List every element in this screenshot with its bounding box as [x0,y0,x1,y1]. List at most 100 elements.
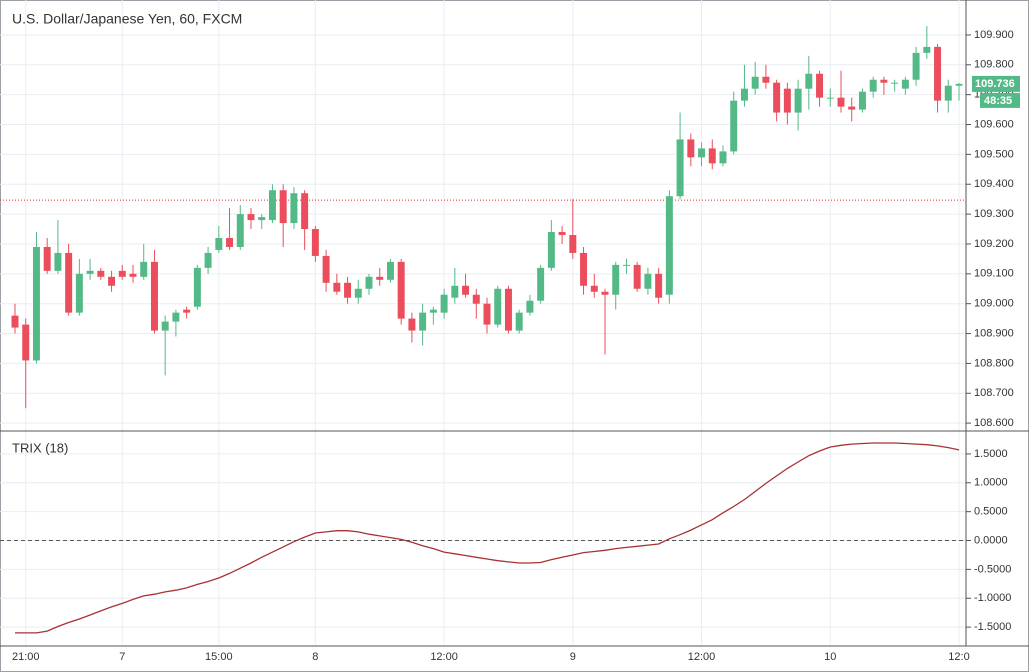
candle-body [515,312,523,331]
candle-body [526,300,534,313]
candle-body [322,255,330,283]
candle-body [848,106,856,110]
y-tick-label: 108.700 [974,387,1014,399]
candle-body [858,91,866,110]
y-tick-label: 109.100 [974,268,1014,280]
candle-body [86,270,94,274]
y-tick-label: 1.5000 [974,448,1008,460]
candle-body [65,252,73,313]
x-tick-label: 12:00 [688,651,716,663]
candle-body [43,246,51,271]
candle-body [440,294,448,313]
candle-body [247,214,255,221]
candle-body [622,264,630,266]
candle-body [11,315,19,328]
candle-body [268,190,276,221]
candle-body [558,232,566,236]
countdown-box [980,92,1020,108]
candle-body [762,76,770,83]
x-tick-label: 12:00 [430,651,458,663]
candle-body [805,73,813,89]
candle-body [204,252,212,268]
last-price-box [972,75,1020,92]
y-tick-label: 109.200 [974,238,1014,250]
candle-body [923,46,931,53]
candle-body [665,196,673,295]
x-tick-label: 12:0 [948,651,969,663]
y-tick-label: 109.600 [974,118,1014,130]
candle-body [912,52,920,80]
candle-body [419,312,427,331]
candle-body [612,264,620,295]
candle-body [22,324,30,361]
y-tick-label: 108.800 [974,357,1014,369]
y-tick-label: -0.5000 [974,563,1011,575]
indicator-title: TRIX (18) [12,440,68,455]
candle-body [161,321,169,331]
candle-body [494,288,502,325]
candle-body [258,217,266,221]
candle-body [150,261,158,331]
y-tick-label: -1.0000 [974,592,1011,604]
y-tick-label: 0.0000 [974,534,1008,546]
candle-body [569,235,577,253]
chart-title: U.S. Dollar/Japanese Yen, 60, FXCM [12,11,242,27]
candle-body [397,261,405,319]
countdown-label: 48:35 [984,95,1012,107]
y-tick-label: 109.300 [974,208,1014,220]
candle-body [226,237,234,247]
candle-body [376,276,384,280]
y-tick-label: 1.0000 [974,477,1008,489]
candle-body [108,276,116,286]
candle-body [891,82,899,84]
candle-body [236,214,244,247]
x-tick-label: 15:00 [205,651,233,663]
candle-body [354,288,362,298]
candle-body [794,88,802,113]
candle-body [386,261,394,280]
candle-body [826,97,834,99]
candle-body [783,88,791,113]
y-tick-label: 109.000 [974,298,1014,310]
x-tick-label: 9 [570,651,576,663]
candle-body [676,139,684,197]
candle-body [429,309,437,313]
candle-body [97,270,105,277]
candle-body [773,82,781,113]
candle-body [590,285,598,292]
candle-body [311,229,319,256]
plot [0,25,966,634]
candle-body [698,148,706,158]
candle-body [193,267,201,307]
candle-body [644,273,652,289]
candle-body [708,148,716,164]
candle-body [580,252,588,286]
candle-body [172,312,180,322]
candle-body [719,151,727,164]
y-tick-label: 0.5000 [974,506,1008,518]
candle-body [344,282,352,298]
y-tick-label: 108.900 [974,327,1014,339]
candle-body [934,46,942,101]
candle-body [129,273,137,277]
candle-body [301,193,309,230]
candle-body [687,139,695,158]
candle-body [537,267,545,301]
candle-body [451,285,459,298]
last-price-label: 109.736 [975,78,1015,90]
y-tick-label: 109.900 [974,29,1014,41]
candle-body [279,190,287,224]
candle-body [54,252,62,271]
x-tick-label: 10 [824,651,836,663]
candle-body [837,97,845,107]
y-tick-label: 109.800 [974,59,1014,71]
candle-body [365,276,373,289]
candle-body [655,273,663,298]
candle-body [730,100,738,152]
candle-body [955,83,963,86]
candle-body [816,73,824,98]
candle-body [751,76,759,89]
candle-body [901,79,909,89]
y-tick-label: 109.400 [974,178,1014,190]
